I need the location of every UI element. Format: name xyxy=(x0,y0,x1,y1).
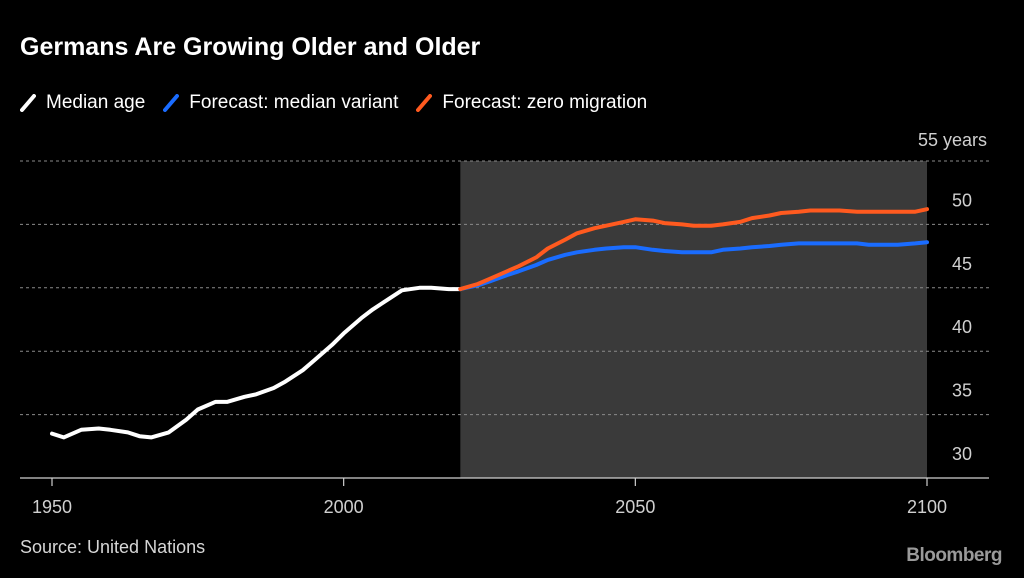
legend-swatch-zero-migration xyxy=(416,94,433,112)
axis-group xyxy=(20,477,989,486)
legend-swatch-stroke xyxy=(416,94,433,112)
legend-swatch-stroke xyxy=(163,94,180,112)
x-tick-label-2000: 2000 xyxy=(324,497,364,517)
y-tick-label-40: 40 xyxy=(952,317,972,337)
legend-label-zero-migration: Forecast: zero migration xyxy=(442,92,648,113)
y-tick-label-30: 30 xyxy=(952,444,972,464)
series-line-zero-migration xyxy=(458,207,929,292)
forecast-shading xyxy=(460,161,927,478)
y-tick-label-55: 55 years xyxy=(918,130,987,150)
legend: Median age Forecast: median variant Fore… xyxy=(20,90,665,116)
series-line-median-variant xyxy=(458,240,929,292)
y-tick-label-45: 45 xyxy=(952,254,972,274)
y-tick-label-50: 50 xyxy=(952,190,972,210)
y-tick-label-35: 35 xyxy=(952,381,972,401)
source-note: Source: United Nations xyxy=(20,537,206,557)
x-tick-label-2100: 2100 xyxy=(907,497,947,517)
x-tick-label-1950: 1950 xyxy=(32,497,72,517)
tick-labels-group: 1950 2000 2050 2100 55 years 50 45 40 35 30 xyxy=(32,130,987,517)
series-group xyxy=(50,207,929,440)
x-tick-label-2050: 2050 xyxy=(615,497,655,517)
legend-label-median-variant: Forecast: median variant xyxy=(189,92,399,113)
legend-label-median-age: Median age xyxy=(46,92,146,113)
legend-swatch-median-age xyxy=(20,94,36,112)
legend-item-zero-migration: Forecast: zero migration xyxy=(416,92,647,114)
chart-title: Germans Are Growing Older and Older xyxy=(20,33,481,61)
legend-item-median-variant: Forecast: median variant xyxy=(163,92,398,114)
series-line-median-age xyxy=(50,285,463,440)
bloomberg-logo: Bloomberg xyxy=(906,545,1002,566)
forecast-shading-group xyxy=(460,161,927,478)
legend-swatch-stroke xyxy=(20,94,36,112)
legend-swatch-median-variant xyxy=(163,94,180,112)
legend-item-median-age: Median age xyxy=(20,92,145,114)
